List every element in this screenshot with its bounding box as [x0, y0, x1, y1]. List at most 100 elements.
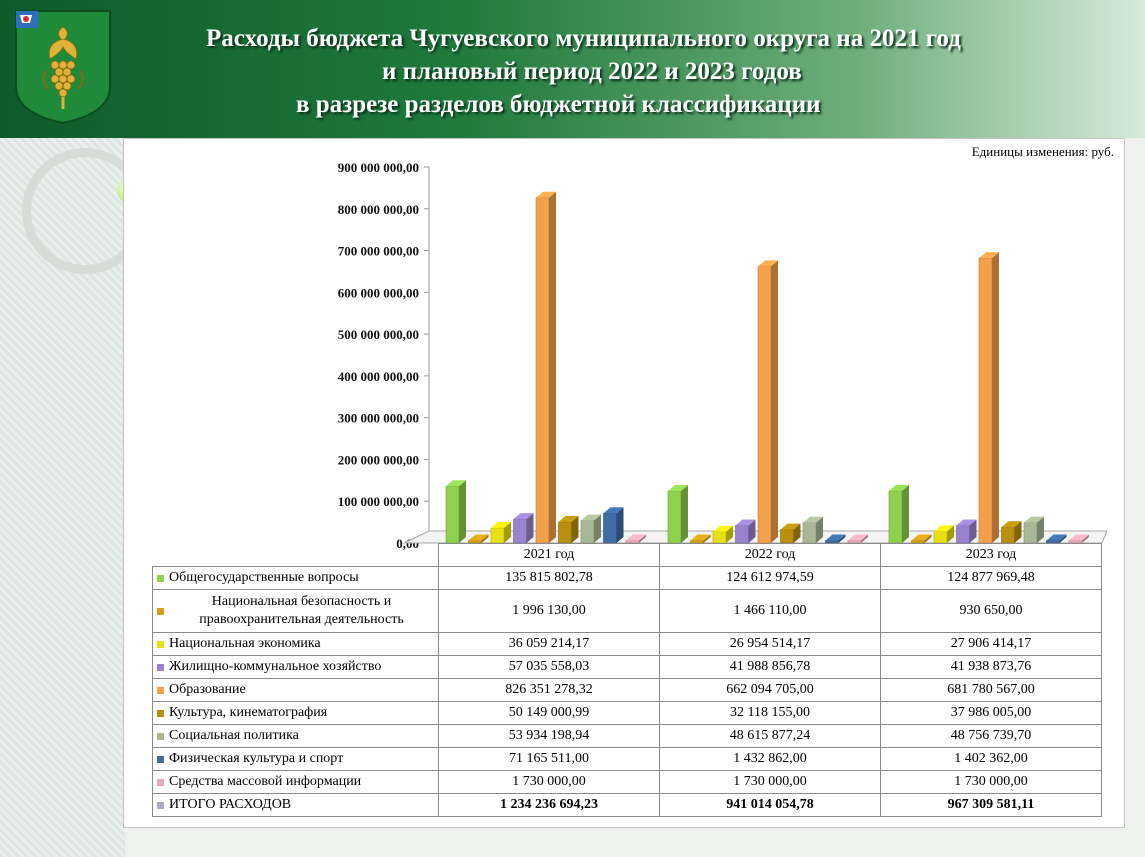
- value-cell: 124 612 974,59: [659, 565, 881, 590]
- series-label-cell: Средства массовой информации: [152, 769, 439, 794]
- table-total-row: ИТОГО РАСХОДОВ 1 234 236 694,23 941 014 05…: [152, 792, 1102, 817]
- value-cell: 662 094 705,00: [659, 677, 881, 702]
- series-name: Социальная политика: [169, 727, 299, 743]
- value-cell: 48 756 739,70: [880, 723, 1102, 748]
- bar: [712, 525, 733, 544]
- series-name: Жилищно-коммунальное хозяйство: [169, 658, 382, 674]
- bar: [735, 519, 756, 544]
- page-title: Расходы бюджета Чугуевского муниципально…: [150, 22, 1130, 121]
- value-cell: 53 934 198,94: [438, 723, 660, 748]
- value-cell: 41 988 856,78: [659, 654, 881, 679]
- bar: [667, 484, 688, 544]
- table-header-year: 2021 год: [438, 543, 660, 567]
- bar: [825, 534, 846, 544]
- series-label-cell: Физическая культура и спорт: [152, 746, 439, 771]
- legend-swatch: [157, 801, 164, 809]
- bar: [558, 516, 579, 544]
- title-line-3: в разрезе разделов бюджетной классификац…: [296, 91, 821, 118]
- value-cell: 50 149 000,99: [438, 700, 660, 725]
- series-label-cell: Общегосударственные вопросы: [152, 565, 439, 590]
- series-label-cell: Жилищно-коммунальное хозяйство: [152, 654, 439, 679]
- bar: [888, 484, 909, 544]
- value-cell: 930 650,00: [880, 588, 1102, 633]
- value-cell: 1 466 110,00: [659, 588, 881, 633]
- value-cell: 1 432 862,00: [659, 746, 881, 771]
- series-label-cell: Национальная экономика: [152, 631, 439, 656]
- bar: [580, 514, 601, 544]
- legend-swatch: [157, 607, 164, 615]
- data-table: 2021 год 2022 год 2023 год Общегосударст…: [152, 543, 1102, 817]
- value-cell: 967 309 581,11: [880, 792, 1102, 817]
- table-row: Жилищно-коммунальное хозяйство 57 035 558…: [152, 654, 1102, 679]
- bar: [603, 507, 624, 544]
- y-tick-label: 400 000 000,00: [338, 369, 419, 384]
- series-name: Национальная экономика: [169, 635, 321, 651]
- y-tick-label: 500 000 000,00: [338, 327, 419, 342]
- bar: [690, 534, 711, 544]
- value-cell: 1 730 000,00: [438, 769, 660, 794]
- legend-swatch: [157, 686, 164, 694]
- bar: [1046, 534, 1067, 544]
- bar: [978, 252, 999, 544]
- y-tick-label: 600 000 000,00: [338, 285, 419, 300]
- value-cell: 27 906 414,17: [880, 631, 1102, 656]
- value-cell: 1 402 362,00: [880, 746, 1102, 771]
- legend-swatch: [157, 709, 164, 717]
- value-cell: 941 014 054,78: [659, 792, 881, 817]
- table-row: Образование 826 351 278,32 662 094 705,00 6…: [152, 677, 1102, 702]
- bar: [780, 523, 801, 544]
- bar: [445, 480, 466, 544]
- bar: [1023, 516, 1044, 544]
- bar: [625, 534, 646, 544]
- bar: [468, 534, 489, 544]
- value-cell: 124 877 969,48: [880, 565, 1102, 590]
- table-header-year: 2023 год: [880, 543, 1102, 567]
- series-name: ИТОГО РАСХОДОВ: [169, 796, 292, 812]
- legend-swatch: [157, 663, 164, 671]
- series-name: Национальная безопасность и правоохранит…: [199, 593, 404, 627]
- bar: [513, 513, 534, 544]
- series-label-cell: Социальная политика: [152, 723, 439, 748]
- y-tick-label: 700 000 000,00: [338, 244, 419, 259]
- series-name: Средства массовой информации: [169, 773, 362, 789]
- y-tick-label: 800 000 000,00: [338, 202, 419, 217]
- value-cell: 32 118 155,00: [659, 700, 881, 725]
- unit-label: Единицы изменения: руб.: [971, 144, 1114, 159]
- bar: [956, 519, 977, 544]
- bar: [535, 191, 556, 544]
- value-cell: 71 165 511,00: [438, 746, 660, 771]
- coat-of-arms-emblem: [15, 10, 111, 125]
- legend-swatch: [157, 732, 164, 740]
- title-line-1: Расходы бюджета Чугуевского муниципально…: [206, 25, 961, 52]
- table-header-year: 2022 год: [659, 543, 881, 567]
- value-cell: 1 234 236 694,23: [438, 792, 660, 817]
- series-name: Образование: [169, 681, 246, 697]
- series-name: Физическая культура и спорт: [169, 750, 344, 766]
- legend-swatch: [157, 640, 164, 648]
- value-cell: 681 780 567,00: [880, 677, 1102, 702]
- legend-swatch: [157, 755, 164, 763]
- y-tick-label: 300 000 000,00: [338, 411, 419, 426]
- table-row: Социальная политика 53 934 198,94 48 615 8…: [152, 723, 1102, 748]
- table-row: Физическая культура и спорт 71 165 511,00…: [152, 746, 1102, 771]
- value-cell: 57 035 558,03: [438, 654, 660, 679]
- table-row: Национальная экономика 36 059 214,17 26 95…: [152, 631, 1102, 656]
- bar: [490, 521, 511, 544]
- bar: [1068, 534, 1089, 544]
- table-row: Средства массовой информации 1 730 000,00…: [152, 769, 1102, 794]
- series-label-cell: Национальная безопасность и правоохранит…: [152, 588, 439, 633]
- table-header-row: 2021 год 2022 год 2023 год: [152, 543, 1102, 567]
- series-label-cell: Культура, кинематография: [152, 700, 439, 725]
- value-cell: 1 996 130,00: [438, 588, 660, 633]
- bar: [911, 534, 932, 544]
- series-name: Общегосударственные вопросы: [169, 569, 359, 585]
- value-cell: 826 351 278,32: [438, 677, 660, 702]
- bar: [802, 516, 823, 544]
- value-cell: 41 938 873,76: [880, 654, 1102, 679]
- series-name: Культура, кинематография: [169, 704, 328, 720]
- value-cell: 135 815 802,78: [438, 565, 660, 590]
- header-banner: Расходы бюджета Чугуевского муниципально…: [0, 0, 1145, 138]
- value-cell: 36 059 214,17: [438, 631, 660, 656]
- series-label-cell: Образование: [152, 677, 439, 702]
- bar: [847, 534, 868, 544]
